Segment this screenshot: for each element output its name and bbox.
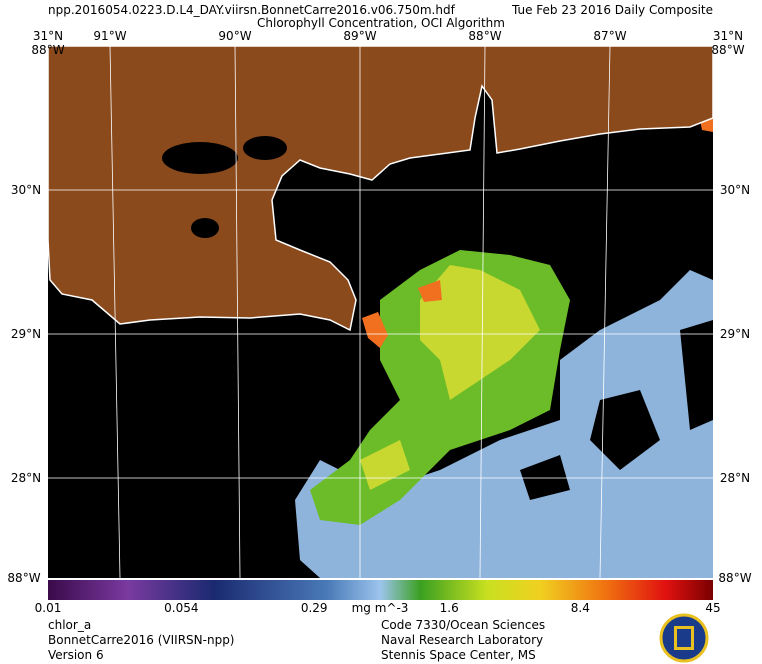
footer-left: chlor_a	[48, 618, 91, 632]
lat-label: 28°N	[11, 471, 41, 485]
lake	[162, 142, 238, 174]
filename: npp.2016054.0223.D.L4_DAY.viirsn.BonnetC…	[48, 3, 456, 17]
nrl-logo	[659, 613, 709, 663]
footer-left: Version 6	[48, 648, 104, 662]
lon-label: 90°W	[218, 29, 251, 43]
lon-label: 87°W	[593, 29, 626, 43]
lon-label: 88°W	[468, 29, 501, 43]
lake	[191, 218, 219, 238]
colorbar-tick-label: 1.6	[440, 601, 459, 615]
colorbar-tick-label: 0.054	[164, 601, 198, 615]
dark-patches	[520, 320, 713, 500]
shelf-water	[295, 270, 713, 578]
lat-label: 29°N	[720, 327, 750, 341]
graticule	[48, 45, 713, 579]
footer-right: Naval Research Laboratory	[381, 633, 543, 647]
colorbar	[48, 580, 713, 600]
lat-label: 31°N	[33, 29, 63, 43]
footer-left: BonnetCarre2016 (VIIRSN-npp)	[48, 633, 235, 647]
lon-label: 89°W	[343, 29, 376, 43]
lon-line	[109, 45, 121, 579]
lat-label: 30°N	[720, 183, 750, 197]
lon-label: 91°W	[93, 29, 126, 43]
chlorophyll-yellow	[360, 265, 540, 490]
footer-right: Code 7330/Ocean Sciences	[381, 618, 545, 632]
lon-line	[479, 45, 486, 579]
colorbar-tick-label: 45	[705, 601, 720, 615]
lat-label: 30°N	[11, 183, 41, 197]
corner-label: 88°W	[31, 43, 64, 57]
lat-label: 29°N	[11, 327, 41, 341]
lat-label: 28°N	[720, 471, 750, 485]
land	[47, 45, 714, 332]
lake	[243, 136, 287, 160]
colorbar-unit: mg m^-3	[352, 601, 409, 615]
footer-right: Stennis Space Center, MS	[381, 648, 536, 662]
colorbar-ticks: 0.01 0.054 0.29 1.6 8.4 45	[35, 601, 721, 615]
colorbar-tick-label: 0.29	[301, 601, 328, 615]
lon-line	[599, 45, 611, 579]
date: Tue Feb 23 2016 Daily Composite	[511, 3, 713, 17]
subtitle: Chlorophyll Concentration, OCI Algorithm	[257, 16, 505, 30]
corner-label: 88°W	[718, 571, 751, 585]
colorbar-tick-label: 0.01	[35, 601, 62, 615]
lat-label: 31°N	[713, 29, 743, 43]
lon-line	[234, 45, 241, 579]
corner-label: 88°W	[7, 571, 40, 585]
colorbar-tick-label: 8.4	[571, 601, 590, 615]
corner-label: 88°W	[711, 43, 744, 57]
map	[47, 45, 714, 579]
